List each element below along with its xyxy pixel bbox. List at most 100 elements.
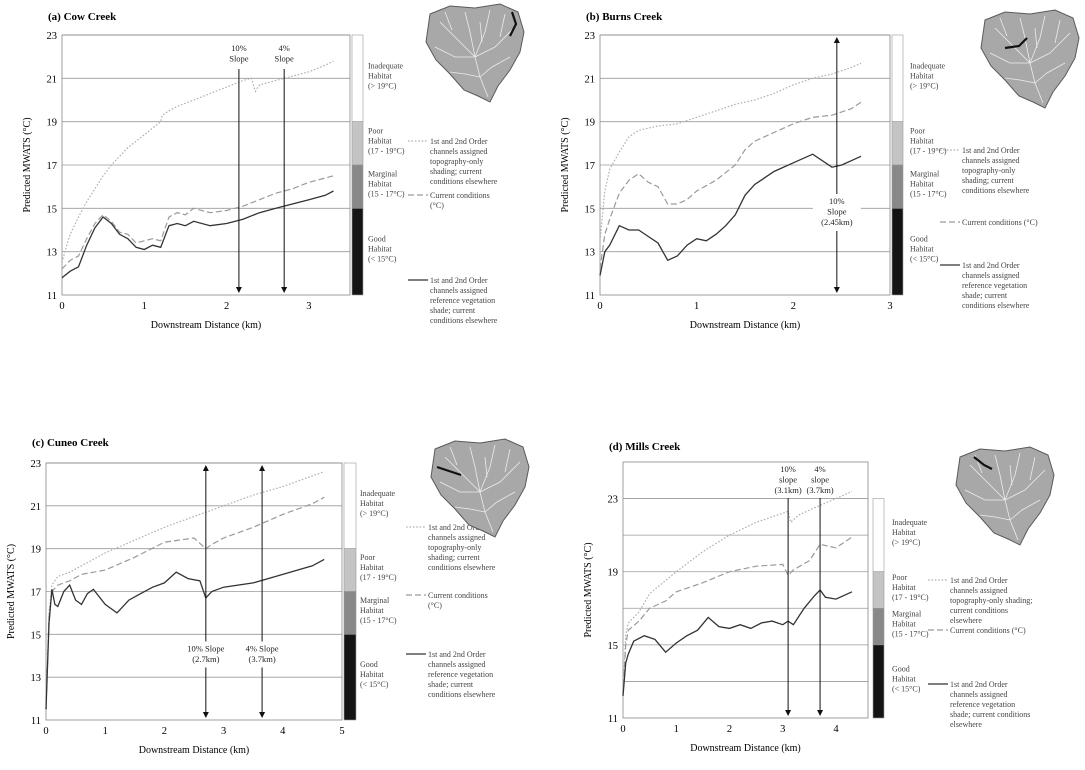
series-line-topo: [622, 490, 853, 691]
map-tributary: [479, 444, 496, 493]
map-tributary: [479, 21, 483, 43]
panel-cuneo-creek: (c) Cuneo Creek 11 13 15 17 19 21 23 0 1 2 3 4 5 Downs…: [0, 390, 540, 770]
arrow-head: [281, 287, 288, 293]
habitat-label: Poor: [910, 126, 925, 135]
slope-annotation: Slope: [229, 54, 249, 64]
legend-entry: reference vegetation: [430, 296, 495, 305]
slope-annotation: (2.45km): [821, 217, 853, 227]
habitat-label: Habitat: [892, 674, 916, 683]
legend-entry: conditions elsewhere: [430, 177, 498, 186]
series-line-current: [622, 536, 853, 695]
slope-annotation: (3.7km): [806, 485, 833, 495]
y-tick-label: 21: [47, 74, 58, 85]
habitat-label: Inadequate: [368, 61, 404, 70]
habitat-label: Habitat: [360, 670, 384, 679]
legend-entry: 1st and 2nd Order: [962, 146, 1020, 155]
map-tributary: [964, 489, 1005, 501]
x-tick-label: 0: [59, 301, 64, 312]
slope-annotation: slope: [779, 475, 797, 485]
map-tributary: [1029, 456, 1036, 481]
watershed-outline: [980, 9, 1080, 109]
legend-entry: shade; current: [962, 291, 1008, 300]
habitat-label: Habitat: [892, 528, 916, 537]
habitat-label: (17 - 19°C): [892, 593, 929, 602]
habitat-label: Marginal: [892, 610, 922, 619]
y-tick-label: 21: [585, 74, 596, 85]
legend-entry: Current conditions (°C): [962, 218, 1038, 227]
map-tributary: [499, 13, 506, 38]
legend-entry: conditions elsewhere: [430, 316, 498, 325]
habitat-label: Habitat: [910, 71, 934, 80]
legend-entry: 1st and 2nd Order: [962, 261, 1020, 270]
map-tributary: [479, 461, 521, 493]
legend-entry: channels assigned: [950, 586, 1008, 595]
map-tributary: [464, 11, 476, 58]
habitat-band: [343, 591, 357, 635]
habitat-label: Habitat: [360, 606, 384, 615]
slope-annotation: (3.1km): [775, 485, 802, 495]
legend-entry: 1st and 2nd Order: [950, 680, 1008, 689]
habitat-label: (17 - 19°C): [368, 146, 405, 155]
arrow-head: [259, 465, 266, 471]
map-tributary: [454, 506, 486, 513]
habitat-band: [351, 121, 364, 166]
y-tick-label: 13: [47, 248, 58, 259]
legend-entry: channels assigned: [950, 690, 1008, 699]
habitat-band: [343, 634, 357, 721]
habitat-label: (< 15°C): [360, 680, 389, 689]
habitat-label: (17 - 19°C): [360, 573, 397, 582]
map-tributary: [444, 11, 453, 31]
habitat-label: Habitat: [892, 583, 916, 592]
y-tick-label: 13: [585, 248, 596, 259]
plot-frame: [61, 34, 351, 296]
legend-entry: Current conditions (°C): [950, 626, 1026, 635]
panel-mills-creek: (d) Mills Creek 11 15 19 23 0 1 2 3 4 Downstream D…: [540, 390, 1080, 770]
y-tick-label: 11: [608, 714, 618, 725]
habitat-label: Habitat: [910, 180, 934, 189]
x-tick-label: 3: [306, 301, 311, 312]
habitat-label: (> 19°C): [892, 538, 921, 547]
habitat-band: [351, 164, 364, 209]
habitat-band: [351, 208, 364, 296]
x-tick-label: 1: [103, 726, 108, 737]
slope-annotation: 4%: [814, 464, 825, 474]
y-tick-label: 23: [608, 495, 619, 506]
map-tributary: [439, 21, 476, 58]
map-stream-highlight: [1004, 37, 1028, 50]
x-axis-label: Downstream Distance (km): [690, 743, 801, 754]
slope-annotation: 10%: [231, 43, 247, 53]
legend-entry: reference vegetation: [428, 670, 493, 679]
habitat-label: (> 19°C): [910, 81, 939, 90]
arrow-head: [833, 37, 840, 43]
x-axis-label: Downstream Distance (km): [139, 745, 250, 756]
map-tributary: [484, 491, 516, 513]
slope-annotation: 10%: [829, 196, 845, 206]
habitat-label: Marginal: [360, 596, 390, 605]
watershed-outline: [955, 446, 1055, 546]
y-tick-label: 21: [31, 502, 42, 513]
habitat-band: [891, 121, 904, 166]
habitat-label: Marginal: [910, 170, 940, 179]
legend-entry: topography-only: [428, 543, 481, 552]
plot-frame: [45, 462, 343, 721]
series-line-reference: [61, 190, 334, 279]
habitat-label: Habitat: [368, 180, 392, 189]
legend-entry: (°C): [428, 601, 442, 610]
map-tributary: [469, 446, 481, 493]
x-tick-label: 1: [142, 301, 147, 312]
legend-entry: Current conditions: [430, 191, 490, 200]
x-tick-label: 3: [221, 726, 226, 737]
x-tick-label: 1: [694, 301, 699, 312]
x-tick-label: 4: [833, 724, 839, 735]
watershed-map: [955, 446, 1055, 546]
habitat-label: Good: [892, 664, 910, 673]
habitat-label: (< 15°C): [892, 684, 921, 693]
y-tick-label: 17: [585, 161, 596, 172]
watershed-map: [425, 3, 525, 103]
legend-entry: shading; current: [430, 167, 483, 176]
legend-entry: 1st and 2nd Order: [428, 650, 486, 659]
habitat-band: [891, 34, 904, 122]
legend-entry: shade; current: [428, 680, 474, 689]
y-tick-label: 19: [31, 545, 42, 556]
